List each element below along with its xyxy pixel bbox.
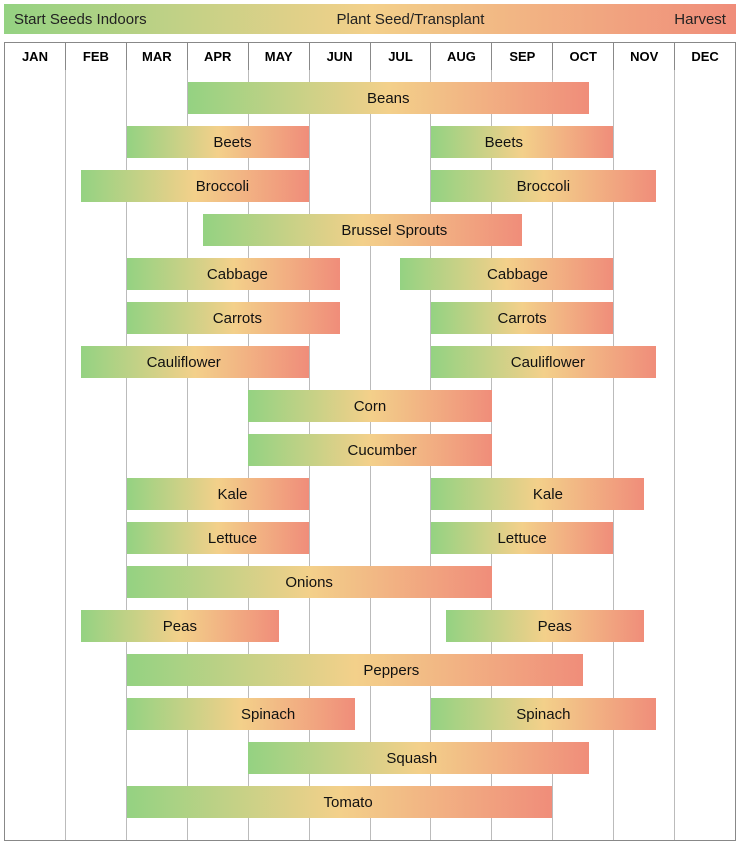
crop-label: Lettuce [497, 530, 546, 547]
crop-label: Brussel Sprouts [341, 222, 447, 239]
crop-bar: Spinach [431, 698, 656, 730]
chart-rows: Beans Beets Beets Broccoli Broccoli Brussel S… [5, 70, 735, 840]
crop-bar: Peas [81, 610, 279, 642]
crop-label: Cauliflower [511, 354, 585, 371]
crop-label: Broccoli [196, 178, 249, 195]
month-header-cell: AUG [431, 43, 492, 70]
crop-bar: Spinach [127, 698, 355, 730]
legend-left: Start Seeds Indoors [14, 11, 147, 28]
crop-bar: Beets [431, 126, 614, 158]
crop-row: Onions [5, 566, 735, 598]
crop-row: Spinach Spinach [5, 698, 735, 730]
crop-label: Beets [213, 134, 251, 151]
crop-label: Lettuce [208, 530, 257, 547]
crop-bar: Cucumber [248, 434, 491, 466]
crop-row: Peas Peas [5, 610, 735, 642]
crop-label: Onions [285, 574, 333, 591]
crop-label: Spinach [241, 706, 295, 723]
crop-label: Spinach [516, 706, 570, 723]
crop-bar: Lettuce [127, 522, 310, 554]
crop-label: Kale [533, 486, 563, 503]
crop-row: Brussel Sprouts [5, 214, 735, 246]
crop-label: Tomato [323, 794, 372, 811]
crop-bar: Corn [248, 390, 491, 422]
crop-row: Lettuce Lettuce [5, 522, 735, 554]
month-header-cell: NOV [614, 43, 675, 70]
crop-label: Broccoli [517, 178, 570, 195]
crop-row: Beets Beets [5, 126, 735, 158]
legend-right: Harvest [674, 11, 726, 28]
month-header-cell: MAR [127, 43, 188, 70]
crop-bar: Broccoli [431, 170, 656, 202]
crop-label: Beans [367, 90, 410, 107]
crop-bar: Broccoli [81, 170, 309, 202]
calendar-chart: Beans Beets Beets Broccoli Broccoli Brussel S… [4, 70, 736, 841]
month-header-cell: JAN [5, 43, 66, 70]
crop-row: Carrots Carrots [5, 302, 735, 334]
crop-row: Cauliflower Cauliflower [5, 346, 735, 378]
crop-row: Squash [5, 742, 735, 774]
crop-bar: Cauliflower [81, 346, 309, 378]
crop-bar: Cabbage [127, 258, 340, 290]
month-header-cell: JUN [310, 43, 371, 70]
crop-row: Cucumber [5, 434, 735, 466]
crop-bar: Lettuce [431, 522, 614, 554]
crop-row: Cabbage Cabbage [5, 258, 735, 290]
crop-label: Carrots [213, 310, 262, 327]
planting-calendar: Start Seeds Indoors Plant Seed/Transplan… [4, 4, 736, 841]
crop-label: Peas [538, 618, 572, 635]
crop-label: Kale [217, 486, 247, 503]
legend-center: Plant Seed/Transplant [337, 11, 485, 28]
month-header-cell: DEC [675, 43, 736, 70]
legend-bar: Start Seeds Indoors Plant Seed/Transplan… [4, 4, 736, 34]
month-header-cell: FEB [66, 43, 127, 70]
crop-label: Cauliflower [147, 354, 221, 371]
crop-bar: Cauliflower [431, 346, 656, 378]
crop-row: Kale Kale [5, 478, 735, 510]
crop-bar: Beans [188, 82, 590, 114]
crop-label: Peppers [363, 662, 419, 679]
crop-bar: Squash [248, 742, 589, 774]
crop-bar: Carrots [127, 302, 340, 334]
crop-bar: Peas [446, 610, 644, 642]
crop-row: Beans [5, 82, 735, 114]
crop-label: Peas [163, 618, 197, 635]
month-header-row: JANFEBMARAPRMAYJUNJULAUGSEPOCTNOVDEC [4, 42, 736, 70]
crop-bar: Brussel Sprouts [203, 214, 522, 246]
crop-bar: Cabbage [400, 258, 613, 290]
crop-bar: Onions [127, 566, 492, 598]
crop-bar: Tomato [127, 786, 553, 818]
crop-bar: Kale [431, 478, 644, 510]
crop-label: Cabbage [207, 266, 268, 283]
month-header-cell: MAY [249, 43, 310, 70]
crop-label: Carrots [497, 310, 546, 327]
crop-row: Broccoli Broccoli [5, 170, 735, 202]
month-header-cell: JUL [371, 43, 432, 70]
crop-bar: Peppers [127, 654, 583, 686]
crop-bar: Kale [127, 478, 310, 510]
crop-label: Corn [354, 398, 387, 415]
crop-bar: Beets [127, 126, 310, 158]
crop-row: Peppers [5, 654, 735, 686]
crop-label: Beets [485, 134, 523, 151]
crop-label: Cabbage [487, 266, 548, 283]
crop-label: Cucumber [348, 442, 417, 459]
month-header-cell: OCT [553, 43, 614, 70]
crop-label: Squash [386, 750, 437, 767]
crop-bar: Carrots [431, 302, 614, 334]
crop-row: Corn [5, 390, 735, 422]
month-header-cell: SEP [492, 43, 553, 70]
crop-row: Tomato [5, 786, 735, 818]
month-header-cell: APR [188, 43, 249, 70]
